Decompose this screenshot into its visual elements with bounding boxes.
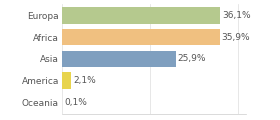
Bar	[62, 29, 220, 45]
Text: 36,1%: 36,1%	[223, 11, 251, 20]
Bar	[62, 72, 71, 89]
Text: 0,1%: 0,1%	[64, 98, 87, 107]
Text: 35,9%: 35,9%	[222, 33, 250, 42]
Text: 2,1%: 2,1%	[73, 76, 96, 85]
Bar	[62, 51, 176, 67]
Text: 25,9%: 25,9%	[178, 54, 206, 63]
Bar	[62, 7, 220, 24]
